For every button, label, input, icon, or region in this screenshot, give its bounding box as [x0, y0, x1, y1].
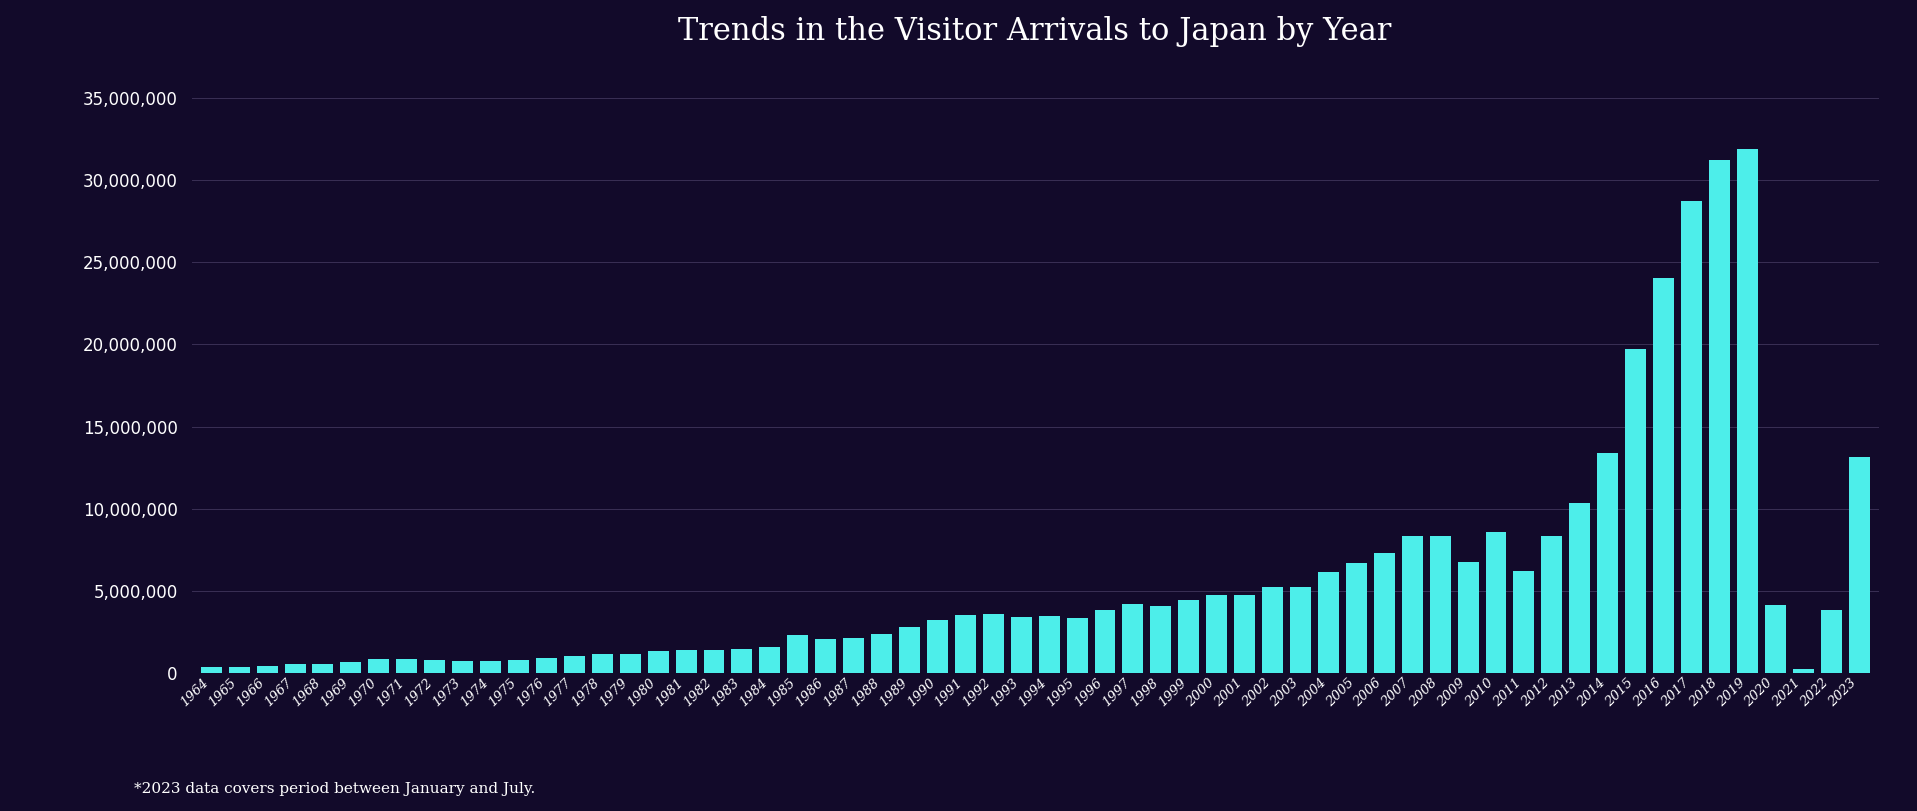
Bar	[537, 658, 556, 673]
Bar	[1290, 587, 1311, 673]
Bar	[368, 659, 389, 673]
Bar	[619, 654, 640, 673]
Bar	[928, 620, 947, 673]
Bar	[815, 639, 836, 673]
Bar	[284, 664, 305, 673]
Bar	[312, 663, 334, 673]
Bar	[228, 667, 249, 673]
Bar	[1821, 610, 1842, 673]
Bar	[1570, 503, 1591, 673]
Bar	[452, 661, 473, 673]
Bar	[1150, 606, 1171, 673]
Bar	[983, 614, 1005, 673]
Bar	[1319, 573, 1338, 673]
Bar	[341, 662, 362, 673]
Bar	[1541, 536, 1562, 673]
Bar	[870, 634, 891, 673]
Bar	[648, 651, 669, 673]
Text: *2023 data covers period between January and July.: *2023 data covers period between January…	[134, 783, 535, 796]
Bar	[257, 666, 278, 673]
Bar	[732, 650, 751, 673]
Bar	[1792, 669, 1813, 673]
Bar	[1123, 603, 1143, 673]
Bar	[397, 659, 418, 673]
Bar	[424, 660, 445, 673]
Bar	[1737, 149, 1758, 673]
Bar	[1374, 552, 1396, 673]
Bar	[1401, 536, 1422, 673]
Bar	[1766, 606, 1787, 673]
Bar	[1095, 610, 1116, 673]
Bar	[1346, 563, 1367, 673]
Bar	[1010, 617, 1031, 673]
Bar	[201, 667, 222, 673]
Bar	[1235, 594, 1256, 673]
Bar	[1514, 571, 1534, 673]
Bar	[479, 661, 500, 673]
Bar	[1430, 536, 1451, 673]
Bar	[1626, 349, 1647, 673]
Bar	[759, 647, 780, 673]
Bar	[1206, 595, 1227, 673]
Bar	[592, 654, 613, 673]
Bar	[1597, 453, 1618, 673]
Bar	[1848, 457, 1869, 673]
Bar	[564, 656, 585, 673]
Bar	[955, 615, 976, 673]
Bar	[1039, 616, 1060, 673]
Bar	[1708, 161, 1729, 673]
Bar	[1261, 587, 1282, 673]
Bar	[675, 650, 696, 673]
Bar	[1457, 561, 1478, 673]
Bar	[1652, 278, 1674, 673]
Bar	[508, 660, 529, 673]
Bar	[1486, 531, 1507, 673]
Bar	[788, 635, 809, 673]
Title: Trends in the Visitor Arrivals to Japan by Year: Trends in the Visitor Arrivals to Japan …	[679, 16, 1392, 47]
Bar	[899, 627, 920, 673]
Bar	[1681, 201, 1702, 673]
Bar	[843, 637, 865, 673]
Bar	[1179, 600, 1200, 673]
Bar	[1066, 618, 1087, 673]
Bar	[704, 650, 725, 673]
